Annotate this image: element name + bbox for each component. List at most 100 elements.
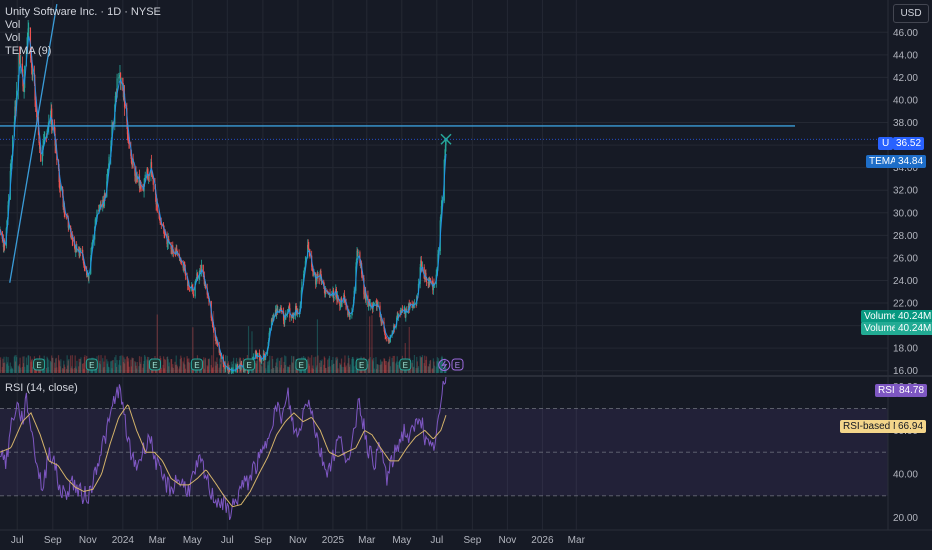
volume-bar <box>323 356 325 373</box>
volume-bar <box>373 368 375 373</box>
candle-body <box>349 314 351 318</box>
volume-bar <box>166 356 168 373</box>
volume-bar <box>343 367 345 373</box>
rsi-pane <box>0 376 888 520</box>
volume-bar <box>381 361 383 373</box>
volume-bar <box>16 357 18 373</box>
earnings-marker: E <box>243 358 256 371</box>
volume-bar <box>210 365 212 373</box>
volume-bar <box>106 359 108 373</box>
price-tick-label: 18.00 <box>893 344 918 355</box>
candle-body <box>144 174 146 179</box>
volume-bar <box>53 362 56 373</box>
candle-body <box>288 306 290 311</box>
candle-body <box>444 145 447 156</box>
price-tick-label: 44.00 <box>893 50 918 61</box>
volume-bar <box>131 358 134 373</box>
volume-bar <box>3 362 6 373</box>
candle-body <box>216 338 218 344</box>
split-icon <box>438 359 451 371</box>
volume-bar <box>78 358 80 373</box>
candle-body <box>7 205 9 219</box>
symbol-legend[interactable]: Unity Software Inc. · 1D · NYSE <box>5 6 161 18</box>
rsi-legend[interactable]: RSI (14, close) <box>5 382 78 394</box>
volume-bar <box>168 366 170 373</box>
volume-bar <box>74 367 76 373</box>
volume-bar <box>429 359 432 373</box>
candle-body <box>208 298 210 302</box>
volume-bar <box>279 367 281 373</box>
volume-bar <box>316 365 318 373</box>
volume-bar <box>83 368 85 373</box>
volume-bar <box>317 355 319 373</box>
candle-body <box>288 306 290 309</box>
volume-bar <box>262 362 265 373</box>
tema-line <box>0 36 447 372</box>
tema-legend[interactable]: TEMA (9) <box>5 45 52 57</box>
volume-bar <box>168 362 170 373</box>
volume-bar <box>31 358 33 373</box>
volume-bar <box>14 361 17 373</box>
volume-bar <box>115 366 118 373</box>
earnings-marker-text: E <box>194 361 199 370</box>
candle-body <box>207 295 209 299</box>
split-icon-bolt <box>441 360 448 370</box>
volume-legend-1[interactable]: Vol <box>5 19 21 31</box>
candle-body <box>380 314 382 323</box>
volume-bar <box>28 355 30 373</box>
volume-bar <box>372 361 374 373</box>
rsi-line <box>0 376 447 520</box>
volume-bar <box>328 358 330 373</box>
volume-legend-2[interactable]: Vol <box>5 32 21 44</box>
volume-bar <box>112 360 114 373</box>
candle-body <box>255 352 258 357</box>
volume-bar <box>18 364 21 373</box>
price-tick-label: 40.00 <box>893 95 918 106</box>
volume-bar <box>98 355 100 373</box>
volume-bar <box>180 355 182 373</box>
volume-bar <box>79 362 81 373</box>
volume-bar <box>351 356 354 373</box>
volume-bar <box>286 366 289 373</box>
earnings-marker-text: E <box>152 361 157 370</box>
volume-bar <box>433 365 436 373</box>
currency-button[interactable]: USD <box>893 4 929 23</box>
candle-body <box>432 282 434 291</box>
time-tick-label: Jul <box>11 535 24 546</box>
rsi-tick-label: 20.00 <box>893 513 918 524</box>
volume-bar <box>79 359 81 373</box>
volume-bar <box>307 356 309 373</box>
volume-bar <box>64 366 66 373</box>
volume-bar <box>0 357 2 373</box>
volume-bar <box>122 362 125 373</box>
volume-bar <box>348 366 351 373</box>
candle-body <box>60 186 62 191</box>
candle-body <box>116 78 118 98</box>
volume-bar <box>419 355 421 373</box>
volume-bar <box>128 366 130 373</box>
volume-bar <box>147 360 149 373</box>
volume-bar <box>371 359 374 373</box>
candle-body <box>163 228 165 233</box>
volume-bar <box>72 368 74 373</box>
candle-body <box>83 265 85 267</box>
candle-body <box>207 294 209 296</box>
volume-bar <box>17 365 19 373</box>
candle-body <box>127 138 130 140</box>
volume-bar <box>172 364 174 373</box>
rsi-ma-line <box>0 404 447 508</box>
candle-body <box>63 203 65 214</box>
volume-bar <box>393 361 395 373</box>
candle-body <box>76 249 78 253</box>
volume-bar <box>327 366 329 373</box>
time-tick-label: Nov <box>499 535 517 546</box>
volume-bar <box>397 361 399 373</box>
candle-body <box>98 207 100 212</box>
volume-bar <box>108 367 110 373</box>
volume-bar <box>383 358 386 373</box>
candle-body <box>304 268 306 271</box>
candle-body <box>119 72 122 83</box>
tema-value-tag: 34.84 <box>895 155 927 168</box>
candle-body <box>361 273 363 279</box>
